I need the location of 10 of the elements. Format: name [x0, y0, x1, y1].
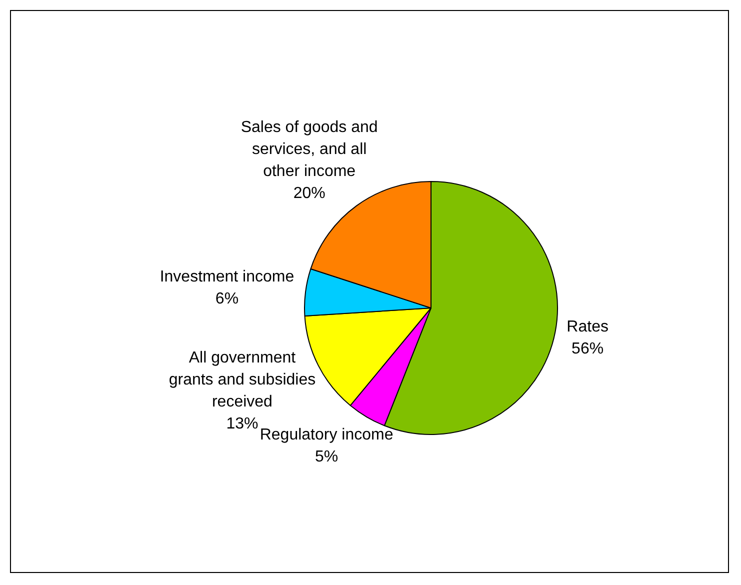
data-label: 6% — [215, 290, 239, 308]
data-label: 13% — [226, 415, 258, 432]
slice-label: Regulatory income — [260, 426, 394, 444]
data-label: 56% — [572, 340, 604, 358]
slice-label: Sales of goods and services, and all other income — [240, 118, 378, 180]
data-label: 5% — [314, 448, 338, 466]
data-label: 20% — [293, 184, 326, 202]
slice-label: Rates — [566, 318, 608, 336]
slice-label: Investment income — [160, 268, 294, 286]
slice-label: All government grants and subsidies received — [168, 349, 316, 410]
